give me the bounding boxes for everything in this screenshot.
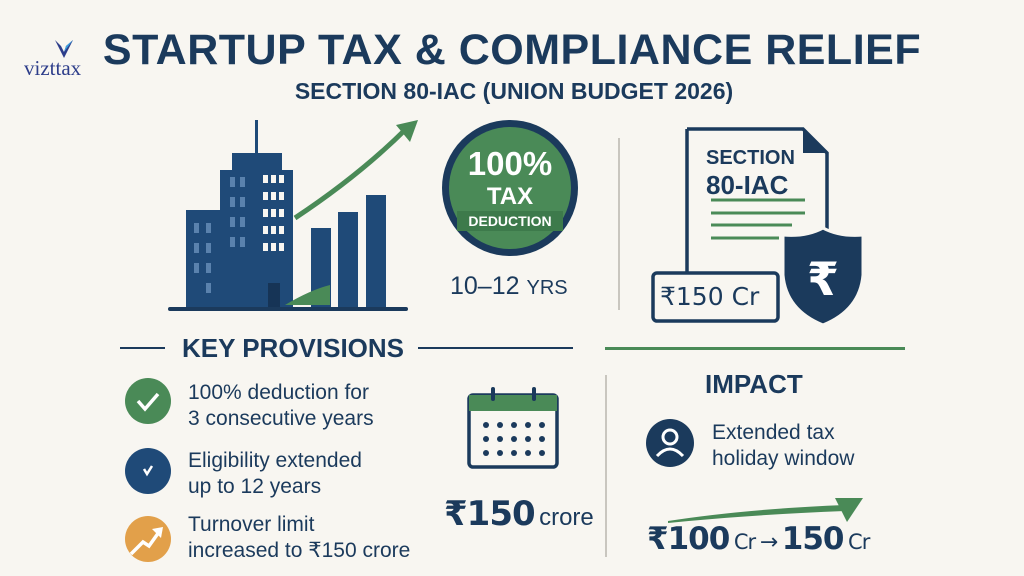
item-line: 3 consecutive years <box>188 407 374 430</box>
item-line: Turnover limit <box>188 513 315 536</box>
divider <box>418 347 573 349</box>
badge-line1: TAX <box>486 183 534 210</box>
trend-up-icon <box>125 516 171 562</box>
growth-arrow-icon <box>668 498 863 523</box>
item-line: Eligibility extended <box>188 449 362 472</box>
calendar-icon <box>467 387 559 469</box>
amount-value: ₹150 <box>444 494 536 534</box>
amount-unit: crore <box>539 504 594 531</box>
from-value: ₹100 <box>647 521 730 557</box>
building-growth-illustration <box>168 120 418 311</box>
years-range: 10–12 <box>450 272 520 300</box>
key-provisions-heading: KEY PROVISIONS <box>182 333 405 363</box>
tax-deduction-badge: 100% TAX DEDUCTION <box>442 120 578 256</box>
impact-line: holiday window <box>712 447 855 470</box>
divider <box>605 375 607 557</box>
section-document-illustration: ₹ <box>651 127 865 327</box>
divider <box>605 347 905 350</box>
page-subtitle: SECTION 80-IAC (UNION BUDGET 2026) <box>294 78 734 104</box>
page-title: STARTUP TAX & COMPLIANCE RELIEF <box>102 26 922 74</box>
divider <box>120 347 165 349</box>
calendar-amount: ₹150 crore <box>444 494 594 534</box>
impact-heading: IMPACT <box>705 369 803 399</box>
clock-check-icon <box>125 448 171 494</box>
item-line: up to 12 years <box>188 475 322 498</box>
logo: vizttax <box>24 56 82 80</box>
years-unit: YRS <box>526 277 568 299</box>
document-amount: ₹150 Cr <box>660 282 760 311</box>
check-icon <box>125 378 171 424</box>
badge-years: 10–12 YRS <box>450 272 568 301</box>
turnover-change: ₹100 Cr → 150 Cr <box>647 521 870 557</box>
document-line2: 80-IAC <box>706 170 789 200</box>
document-line1: SECTION <box>706 147 795 169</box>
divider <box>618 138 620 310</box>
impact-line: Extended tax <box>712 421 835 444</box>
logo-mark-icon <box>55 40 73 58</box>
arrow: → <box>759 530 778 555</box>
item-line: increased to ₹150 crore <box>188 539 411 562</box>
to-unit: Cr <box>848 530 870 554</box>
item-line: 100% deduction for <box>188 381 369 404</box>
to-value: 150 <box>781 521 845 557</box>
rupee-shield-icon: ₹ <box>807 252 839 306</box>
badge-percent: 100% <box>467 145 553 182</box>
from-unit: Cr <box>733 530 756 554</box>
user-icon <box>646 419 694 467</box>
badge-line2: DEDUCTION <box>457 211 563 231</box>
